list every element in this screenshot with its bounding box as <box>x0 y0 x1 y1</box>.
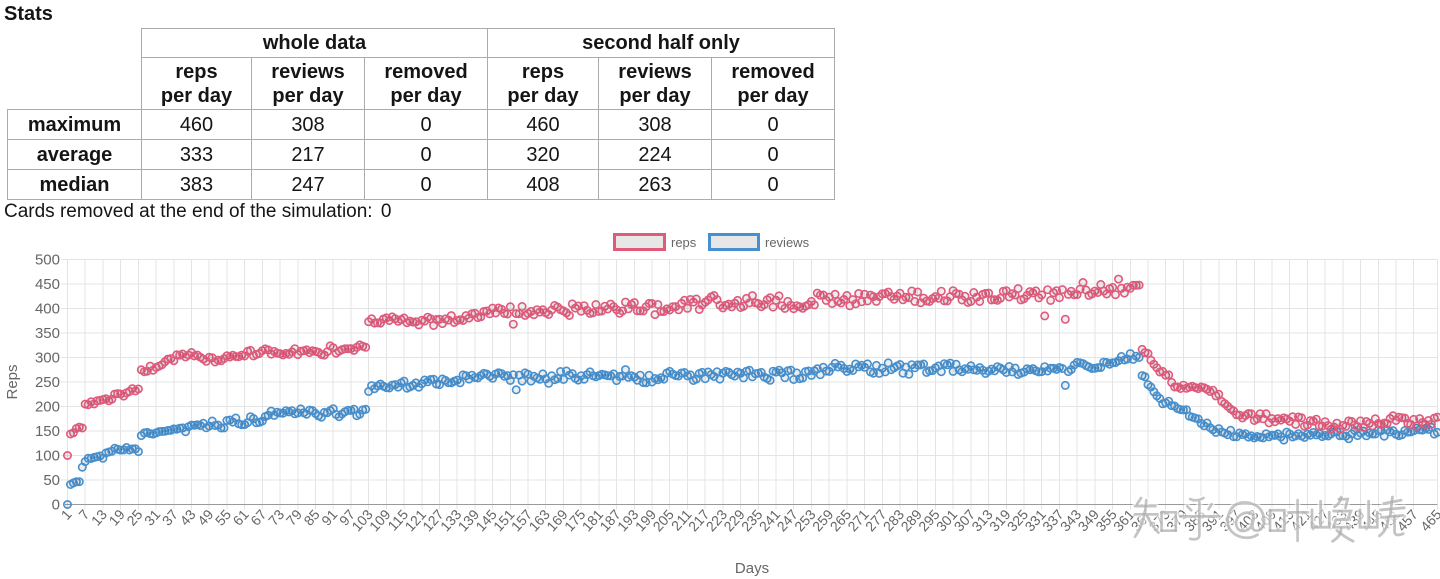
svg-text:150: 150 <box>35 423 60 440</box>
svg-text:100: 100 <box>35 448 60 465</box>
svg-text:reps: reps <box>671 235 697 250</box>
svg-text:50: 50 <box>43 472 60 489</box>
svg-text:250: 250 <box>35 374 60 391</box>
svg-text:500: 500 <box>35 252 60 269</box>
svg-text:reviews: reviews <box>765 235 810 250</box>
svg-text:400: 400 <box>35 301 60 318</box>
svg-text:350: 350 <box>35 325 60 342</box>
svg-text:465: 465 <box>1417 506 1440 534</box>
svg-text:200: 200 <box>35 399 60 416</box>
svg-text:450: 450 <box>35 276 60 293</box>
svg-text:0: 0 <box>52 497 60 514</box>
svg-text:Days: Days <box>735 560 769 577</box>
svg-text:Reps: Reps <box>4 364 21 399</box>
svg-text:300: 300 <box>35 350 60 367</box>
